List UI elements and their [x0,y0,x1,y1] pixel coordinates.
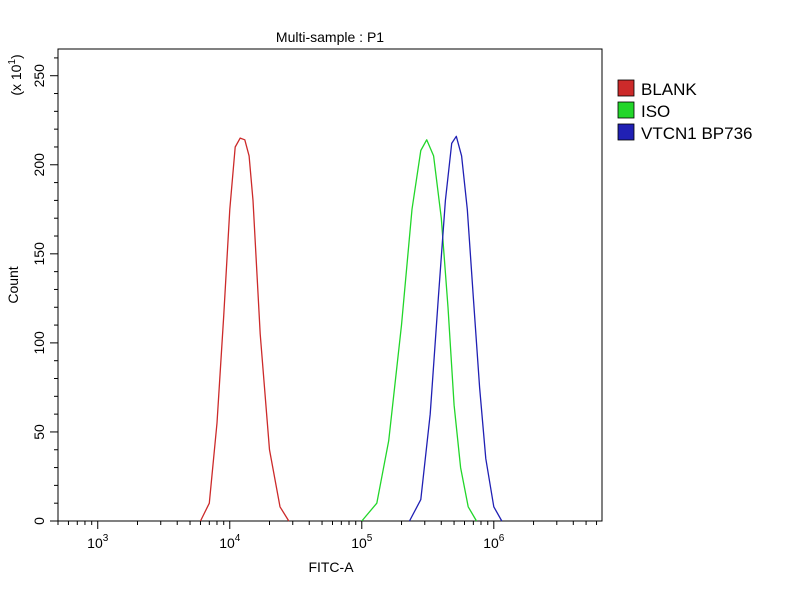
x-tick-label: 105 [351,533,373,551]
legend: BLANK ISO VTCN1 BP736 [617,79,753,143]
y-tick-label: 50 [31,424,47,440]
series-layer [199,135,503,522]
y-tick-label: 0 [31,517,47,525]
chart-title: Multi-sample : P1 [276,29,384,45]
y-tick-label: 200 [31,153,47,177]
legend-label: BLANK [641,80,697,99]
x-tick-label: 106 [483,533,505,551]
y-tick-label: 250 [31,64,47,88]
x-axis-title: FITC-A [308,559,354,575]
legend-swatch [617,123,635,141]
series-line-3 [408,135,503,522]
legend-label: VTCN1 BP736 [641,124,753,143]
legend-swatch [617,101,635,119]
plot-frame [57,48,603,522]
legend-label: ISO [641,102,670,121]
x-tick-label: 104 [219,533,241,551]
y-multiplier-label: (x 101) [7,54,24,95]
y-tick-label: 100 [31,331,47,355]
x-tick-label: 103 [87,533,109,551]
x-ticks: 103 104 105 106 [57,521,598,551]
series-line-2 [361,139,478,522]
y-ticks: 0 50 100 150 200 250 [31,57,58,525]
series-line-1 [199,137,290,522]
legend-swatch [617,79,635,97]
y-axis-title: Count [5,266,21,303]
y-tick-label: 150 [31,242,47,266]
